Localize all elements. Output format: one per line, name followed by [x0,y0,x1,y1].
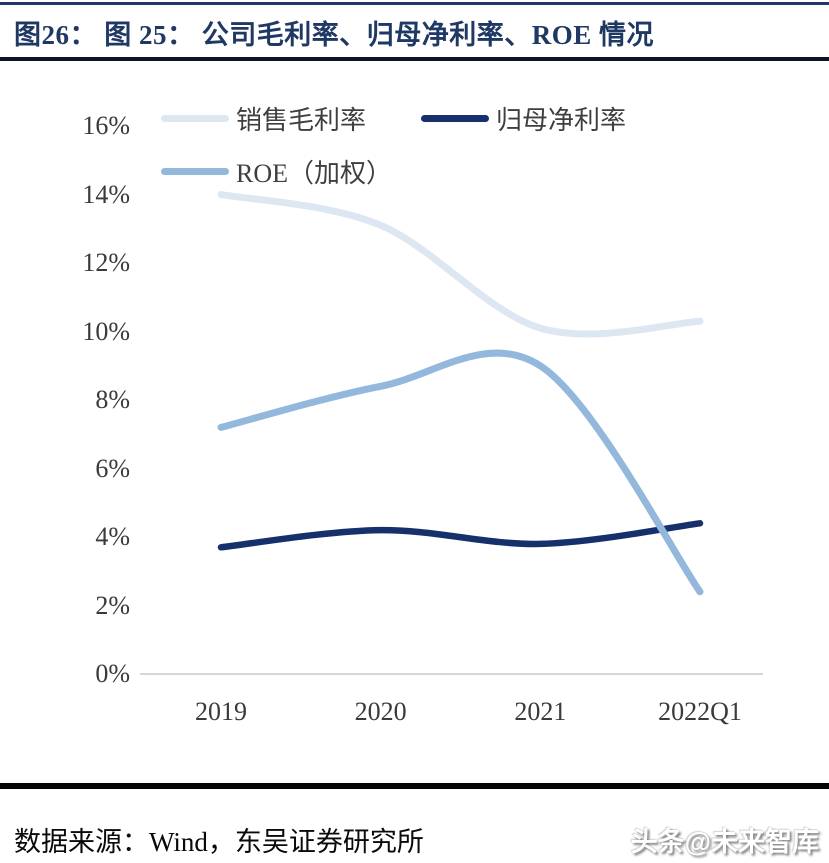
y-tick-label: 2% [95,590,130,620]
roe-line [217,349,704,596]
x-tick-label: 2020 [354,697,407,726]
watermark-text: 头条@未来智库 [630,827,819,857]
y-tick-label: 0% [95,659,130,688]
gross-margin-legend-marker-icon [161,114,229,122]
y-tick-label: 14% [82,179,130,209]
legend-label: 销售毛利率 [236,105,367,135]
x-tick-label: 2022Q1 [658,697,742,726]
legend-label: 归母净利率 [496,105,627,135]
footer-rule [0,783,829,789]
net-margin-legend-marker-icon [421,114,489,122]
gross-margin-line [217,191,704,338]
y-tick-label: 10% [82,316,130,346]
roe-legend-marker-icon [161,167,229,175]
y-tick-label: 6% [95,453,130,483]
y-tick-label: 12% [82,248,130,277]
legend-item-roe: ROE（加权） [161,155,393,188]
data-source-note: 数据来源：Wind，东吴证券研究所 [14,827,424,857]
header-top-rule [0,2,829,5]
header-bottom-rule [0,57,829,61]
x-tick-label: 2019 [195,697,247,726]
net-margin-line [217,520,704,551]
y-tick-label: 4% [95,522,130,551]
figure-title: 图26： 图 25： 公司毛利率、归母净利率、ROE 情况 [14,20,655,50]
legend-item-net-margin: 归母净利率 [421,102,627,135]
y-tick-label: 8% [95,385,130,414]
legend-item-gross-margin: 销售毛利率 [161,102,367,135]
legend-label: ROE（加权） [236,158,393,188]
y-tick-label: 16% [82,111,130,140]
x-tick-label: 2021 [514,697,567,726]
